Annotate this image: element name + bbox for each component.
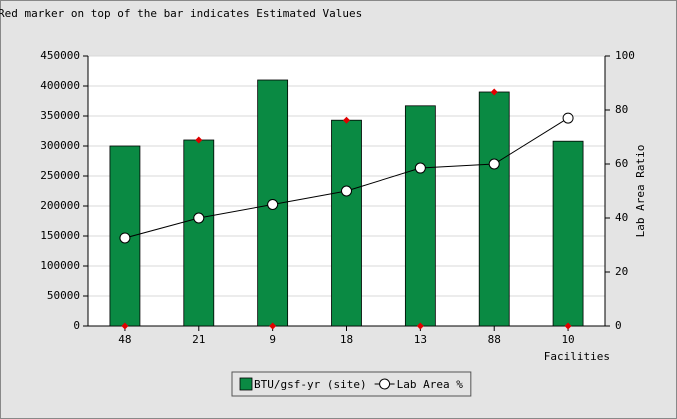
legend-swatch bbox=[239, 377, 253, 391]
y2-tick-label: 20 bbox=[615, 265, 628, 278]
y2-tick-label: 100 bbox=[615, 49, 635, 62]
estimate-marker bbox=[121, 322, 129, 330]
y-tick-label: 450000 bbox=[40, 49, 80, 62]
bar bbox=[183, 139, 215, 327]
estimate-marker bbox=[416, 322, 424, 330]
y2-tick-label: 80 bbox=[615, 103, 628, 116]
x-tick-label: 9 bbox=[269, 333, 276, 346]
estimate-marker bbox=[490, 88, 498, 96]
bar bbox=[331, 119, 362, 327]
y2-tick-label: 0 bbox=[615, 319, 622, 332]
x-tick-label: 18 bbox=[340, 333, 353, 346]
x-axis-label: Facilities bbox=[544, 350, 610, 363]
legend-marker bbox=[379, 378, 391, 390]
y-tick-label: 250000 bbox=[40, 169, 80, 182]
y-tick-label: 300000 bbox=[40, 139, 80, 152]
y-tick-label: 100000 bbox=[40, 259, 80, 272]
x-tick-label: 88 bbox=[488, 333, 501, 346]
line-point bbox=[119, 232, 131, 244]
line-point bbox=[341, 185, 352, 197]
legend-label: BTU/gsf-yr (site) bbox=[254, 378, 367, 391]
line-point bbox=[562, 112, 574, 124]
y-tick-label: 150000 bbox=[40, 229, 80, 242]
bar bbox=[478, 91, 510, 327]
estimate-marker bbox=[195, 136, 203, 144]
estimate-marker bbox=[564, 322, 572, 330]
y-tick-label: 400000 bbox=[40, 79, 80, 92]
bar bbox=[404, 105, 436, 327]
y-tick-label: 0 bbox=[73, 319, 80, 332]
line-point bbox=[267, 199, 279, 210]
y2-tick-label: 60 bbox=[615, 157, 628, 170]
y-tick-label: 350000 bbox=[40, 109, 80, 122]
legend-box bbox=[231, 371, 472, 397]
estimate-marker bbox=[343, 116, 350, 124]
x-tick-label: 48 bbox=[118, 333, 131, 346]
line-point bbox=[414, 162, 426, 174]
x-tick-label: 10 bbox=[561, 333, 574, 346]
x-tick-label: 13 bbox=[414, 333, 427, 346]
line-point bbox=[193, 212, 205, 224]
y2-tick-label: 40 bbox=[615, 211, 628, 224]
estimate-marker bbox=[269, 322, 277, 330]
line-point bbox=[488, 158, 500, 170]
y2-axis-label: Lab Area Ratio bbox=[634, 145, 647, 238]
legend-label: Lab Area % bbox=[397, 378, 464, 391]
y-tick-label: 50000 bbox=[47, 289, 80, 302]
chart-title: Red marker on top of the bar indicates E… bbox=[0, 7, 362, 20]
legend: BTU/gsf-yr (site) Lab Area % bbox=[231, 371, 472, 397]
bar bbox=[552, 140, 584, 327]
x-tick-label: 21 bbox=[192, 333, 205, 346]
y-tick-label: 200000 bbox=[40, 199, 80, 212]
